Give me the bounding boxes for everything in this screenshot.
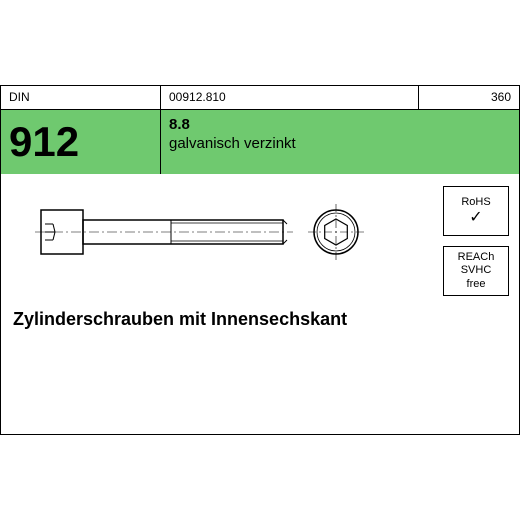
screw-diagram xyxy=(31,192,371,272)
page-number: 360 xyxy=(419,86,519,109)
grade: 8.8 xyxy=(169,116,511,133)
screw-icon xyxy=(31,192,371,272)
product-spec-card: DIN 00912.810 360 912 8.8 galvanisch ver… xyxy=(0,85,520,435)
rohs-label: RoHS xyxy=(461,196,490,209)
rohs-badge: RoHS ✓ xyxy=(443,186,509,236)
reach-badge: REACh SVHC free xyxy=(443,246,509,296)
main-area: Zylinderschrauben mit Innensechskant RoH… xyxy=(1,174,519,434)
reach-line2: SVHC xyxy=(461,264,492,277)
din-number: 912 xyxy=(1,110,161,174)
reach-line1: REACh xyxy=(458,251,495,264)
product-title: Zylinderschrauben mit Innensechskant xyxy=(13,309,347,330)
compliance-badges: RoHS ✓ REACh SVHC free xyxy=(443,186,509,296)
finish: galvanisch verzinkt xyxy=(169,135,511,152)
reach-line3: free xyxy=(467,278,486,291)
product-code: 00912.810 xyxy=(161,86,419,109)
standard-label: DIN xyxy=(1,86,161,109)
spec-details: 8.8 galvanisch verzinkt xyxy=(161,110,519,174)
check-icon: ✓ xyxy=(469,210,482,226)
header-row: DIN 00912.810 360 xyxy=(1,86,519,110)
spec-row: 912 8.8 galvanisch verzinkt xyxy=(1,110,519,174)
